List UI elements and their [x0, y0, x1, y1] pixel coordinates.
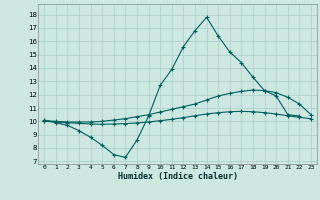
X-axis label: Humidex (Indice chaleur): Humidex (Indice chaleur)	[118, 172, 238, 181]
